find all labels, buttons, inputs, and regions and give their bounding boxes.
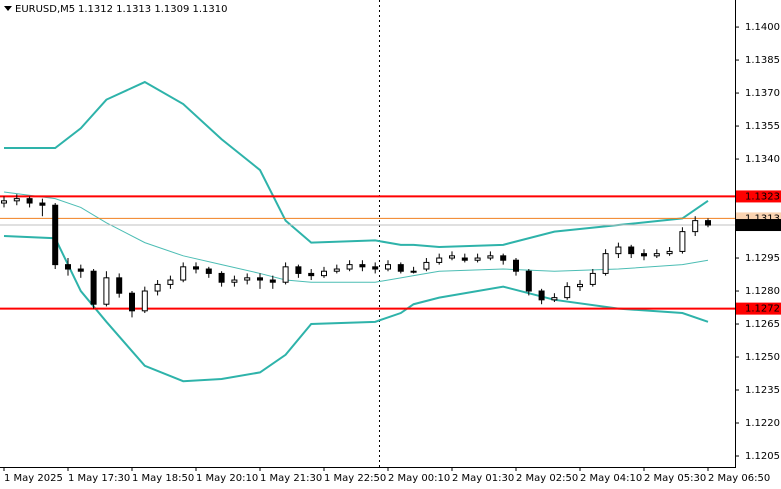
candle-body	[346, 264, 353, 270]
y-tick-label: 1.1355	[745, 121, 780, 132]
candle-body	[474, 257, 481, 261]
candle-body	[436, 257, 443, 263]
candle-body	[257, 277, 263, 281]
candle-body	[103, 277, 110, 305]
candle-body	[615, 246, 622, 255]
candle-body	[154, 283, 161, 292]
candle-body	[641, 253, 647, 257]
x-tick-label: 2 May 06:50	[708, 473, 770, 484]
candle-body	[218, 272, 225, 283]
x-tick-label: 1 May 2025	[4, 473, 63, 484]
candle-body	[513, 259, 519, 272]
candle-body	[282, 266, 289, 283]
candle-body	[116, 277, 123, 294]
last-price-bg	[736, 219, 781, 232]
candle-body	[423, 261, 430, 270]
candle-body	[487, 255, 494, 259]
y-tick-label: 1.1220	[745, 418, 780, 429]
candle-body	[269, 279, 276, 283]
y-tick-label: 1.1235	[745, 385, 780, 396]
band-upper	[4, 80, 709, 249]
x-tick-label: 1 May 20:10	[196, 473, 258, 484]
symbol: EURUSD,M5	[15, 4, 75, 15]
candle-body	[77, 268, 84, 272]
y-tick-label: 1.1340	[745, 154, 780, 165]
x-tick-label: 1 May 21:30	[260, 473, 322, 484]
candle-body	[308, 272, 315, 277]
level-label: 1.1323	[745, 191, 780, 202]
candle-body	[1, 200, 7, 204]
y-tick-label: 1.1295	[745, 253, 780, 264]
x-tick-label: 2 May 04:10	[580, 473, 642, 484]
candle-body	[193, 266, 199, 270]
level-label-bg	[736, 302, 781, 315]
candle-body	[705, 220, 711, 226]
y-tick-label: 1.1385	[745, 55, 780, 66]
x-tick-label: 1 May 18:50	[132, 473, 194, 484]
level-label: 1.1272	[745, 304, 780, 315]
y-tick-label: 1.1370	[745, 88, 780, 99]
y-tick-label: 1.1205	[745, 451, 780, 462]
candle-body	[602, 253, 609, 274]
candle-body	[666, 250, 673, 255]
symbol-icon	[4, 6, 12, 11]
x-tick-label: 1 May 17:30	[68, 473, 130, 484]
candle-body	[52, 204, 59, 266]
candle-body	[564, 286, 571, 299]
candle-body	[385, 264, 391, 270]
candle-body	[653, 253, 660, 257]
level-label-bg	[736, 190, 781, 203]
candle-body	[90, 270, 97, 305]
candle-body	[13, 198, 20, 202]
y-tick-label: 1.1265	[745, 319, 780, 330]
x-tick-label: 1 May 22:50	[324, 473, 386, 484]
x-tick-label: 2 May 05:30	[644, 473, 706, 484]
candle-body	[39, 202, 46, 206]
candle-body	[321, 270, 327, 277]
candle-body	[628, 246, 635, 255]
candle-body	[167, 279, 174, 285]
y-tick-label: 1.1280	[745, 286, 780, 297]
y-tick-label: 1.1400	[745, 22, 780, 33]
candle-body	[449, 255, 455, 259]
candle-body	[692, 220, 699, 233]
level-label: 1.1313	[745, 213, 780, 224]
candle-body	[141, 290, 148, 312]
x-tick-label: 2 May 01:30	[452, 473, 514, 484]
y-tick-label: 1.1250	[745, 352, 780, 363]
band-middle	[3, 191, 709, 283]
x-tick-label: 2 May 02:50	[516, 473, 578, 484]
candle-body	[180, 266, 187, 281]
candle-body	[129, 292, 135, 312]
candle-body	[397, 264, 404, 272]
candle-body	[577, 283, 583, 288]
x-tick-label: 2 May 00:10	[388, 473, 450, 484]
candle-body	[231, 279, 238, 283]
last-price-label: 1.1310	[745, 220, 780, 231]
candle-body	[551, 297, 558, 301]
candle-body	[589, 272, 596, 285]
candle-body	[538, 290, 545, 301]
candle-body	[244, 277, 251, 281]
candle-body	[410, 270, 417, 273]
candle-body	[333, 268, 340, 272]
candle-body	[295, 266, 302, 274]
candle-body	[372, 266, 379, 270]
candle-body	[461, 257, 468, 261]
candle-body	[525, 270, 532, 292]
candle-body	[205, 268, 212, 274]
ohlc-header: 1.1312 1.1313 1.1309 1.1310	[78, 4, 228, 15]
candle-body	[26, 198, 33, 204]
candle-body	[65, 264, 71, 270]
candle-body	[359, 264, 366, 268]
candle-body	[500, 255, 507, 261]
candle-body	[679, 231, 686, 252]
